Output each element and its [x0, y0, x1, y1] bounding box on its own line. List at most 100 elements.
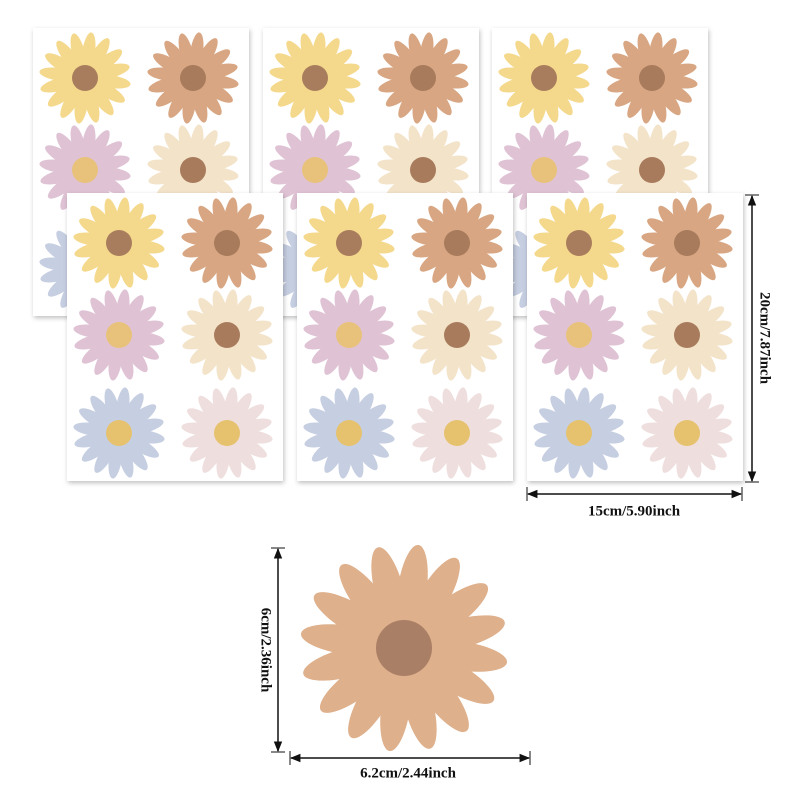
petal [88, 78, 125, 103]
petal [432, 436, 457, 473]
petal [582, 335, 619, 360]
petal [519, 173, 544, 210]
petal [460, 335, 497, 360]
sheet-flowers [73, 197, 273, 479]
petal [334, 198, 351, 239]
daisy [181, 289, 273, 381]
petal [119, 295, 144, 332]
daisy-center [302, 65, 328, 91]
petal [408, 33, 425, 74]
petal [60, 173, 85, 210]
petal [564, 388, 581, 429]
petal [202, 436, 227, 473]
petal [412, 650, 495, 704]
petal [690, 243, 727, 268]
dimension-label: 15cm/5.90inch [588, 503, 681, 519]
petal [168, 81, 193, 118]
petal [187, 408, 224, 433]
daisy [533, 197, 625, 289]
daisy-center [674, 322, 700, 348]
petal [457, 295, 482, 332]
petal [442, 388, 459, 429]
petal [457, 393, 482, 430]
petal [349, 393, 374, 430]
daisy-center [566, 322, 592, 348]
petal [212, 198, 229, 239]
daisy [269, 32, 361, 124]
petal [554, 246, 579, 283]
petal [579, 295, 604, 332]
petal [432, 338, 457, 375]
petal [315, 130, 340, 167]
daisy [181, 387, 273, 479]
petal [554, 436, 579, 473]
daisy-center [376, 620, 432, 676]
daisy [303, 197, 395, 289]
petal [70, 33, 87, 74]
daisy-center [106, 230, 132, 256]
petal [196, 78, 233, 103]
petal [647, 408, 684, 433]
petal [324, 436, 349, 473]
petal [652, 38, 677, 75]
daisy [303, 387, 395, 479]
petal [122, 243, 159, 268]
petal [662, 436, 687, 473]
petal [193, 130, 218, 167]
petal [334, 290, 351, 331]
petal [119, 393, 144, 430]
petal [408, 125, 425, 166]
sheet-flowers [533, 197, 733, 479]
petal [539, 218, 576, 243]
petal [655, 170, 692, 195]
petal [612, 53, 649, 78]
petal [88, 170, 125, 195]
petal [504, 53, 541, 78]
petal [300, 33, 317, 74]
petal [212, 290, 229, 331]
dimension-flower-height: 6cm/2.36inch [258, 547, 285, 753]
petal [417, 310, 454, 335]
petal [442, 198, 459, 239]
petal [324, 338, 349, 375]
daisy [39, 32, 131, 124]
petal [544, 130, 569, 167]
petal [647, 310, 684, 335]
daisy-center [566, 230, 592, 256]
petal [94, 436, 119, 473]
petal [300, 125, 317, 166]
petal [104, 198, 121, 239]
daisy [411, 387, 503, 479]
petal [352, 335, 389, 360]
daisy-center [444, 230, 470, 256]
daisy-center [106, 322, 132, 348]
daisy [498, 32, 590, 124]
daisy-center [674, 420, 700, 446]
petal [426, 78, 463, 103]
sheet-flowers [303, 197, 503, 479]
petal [79, 310, 116, 335]
petal [529, 33, 546, 74]
petal [227, 393, 252, 430]
petal [104, 290, 121, 331]
petal [579, 203, 604, 240]
daisy [641, 197, 733, 289]
petal [547, 170, 584, 195]
petal [104, 388, 121, 429]
petal [460, 243, 497, 268]
dimension-flower-width: 6.2cm/2.44inch [289, 751, 531, 781]
petal [504, 145, 541, 170]
petal [539, 408, 576, 433]
petal [655, 78, 692, 103]
daisy [411, 289, 503, 381]
petal [79, 408, 116, 433]
petal [672, 290, 689, 331]
daisy [377, 32, 469, 124]
daisy-center [214, 322, 240, 348]
daisy [73, 289, 165, 381]
petal [627, 81, 652, 118]
petal [349, 295, 374, 332]
petal [647, 218, 684, 243]
petal [662, 338, 687, 375]
petal [290, 173, 315, 210]
